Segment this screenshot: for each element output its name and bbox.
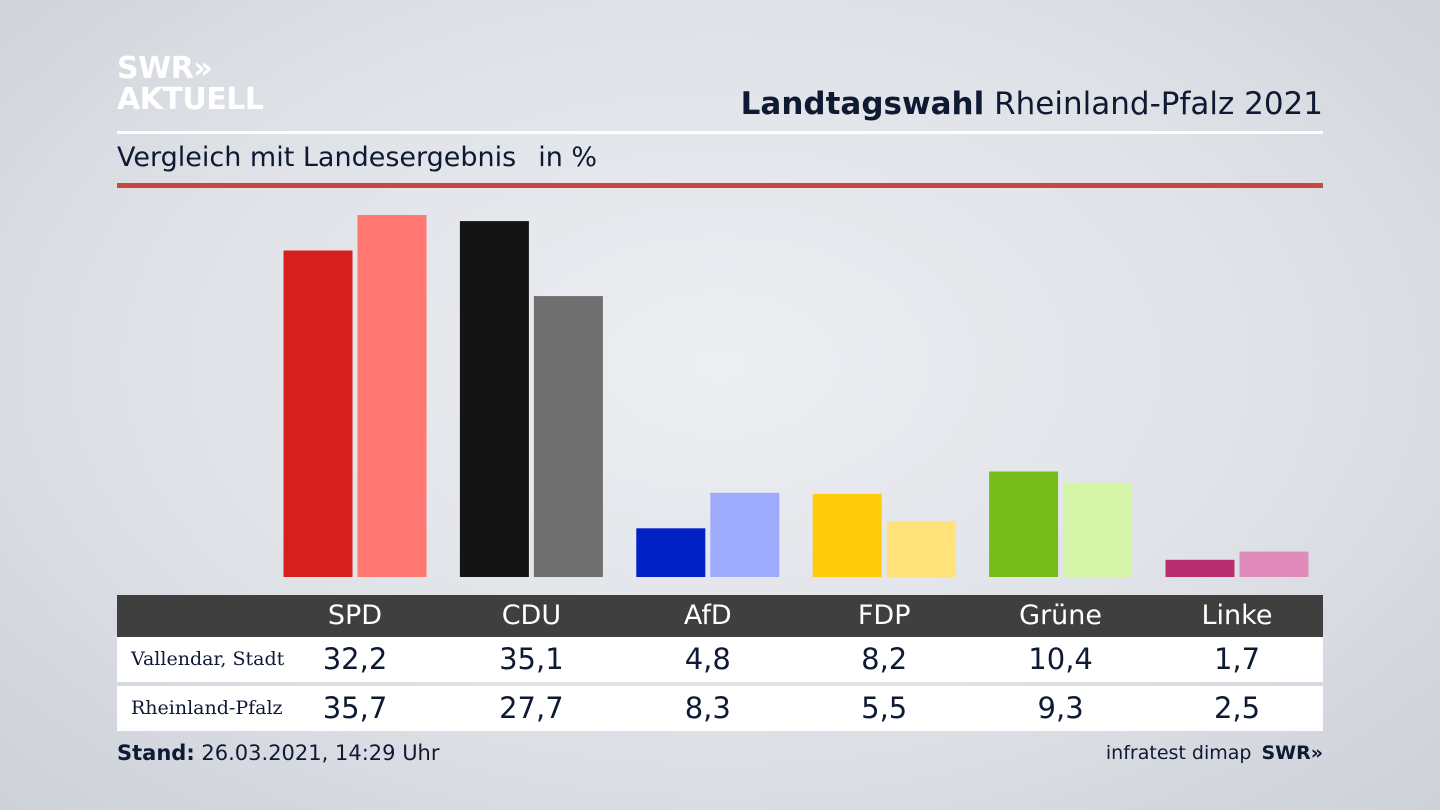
data-label: 9,3 [1037,691,1084,725]
bar-afd-rlp [710,492,780,577]
data-label: 35,7 [322,691,388,725]
bar-afd-vallendar [636,528,706,577]
bar-cdu-rlp [533,296,603,577]
title-rest: Rheinland-Pfalz 2021 [994,86,1323,122]
data-label: 27,7 [499,691,564,725]
data-label: 35,1 [499,642,564,676]
row-label: Rheinland-Pfalz [131,697,283,719]
data-label: 4,8 [684,642,731,676]
category-label: FDP [857,600,911,631]
header-divider [117,131,1323,134]
category-label: Linke [1201,600,1273,631]
source-text: infratest dimap [1105,742,1252,764]
category-label: Grüne [1019,600,1103,631]
table-row: Rheinland-Pfalz 35,7 27,7 8,3 5,5 9,3 2,5 [117,686,1323,731]
bar-fdp-rlp [886,521,956,577]
category-label: AfD [683,600,732,631]
data-label: 2,5 [1213,691,1261,725]
stand-value: 26.03.2021, 14:29 Uhr [201,741,440,765]
stand-label: Stand: [117,741,195,765]
subtitle-text: Vergleich mit Landesergebnis [117,142,517,173]
timestamp: Stand: 26.03.2021, 14:29 Uhr [117,741,440,765]
table-header: SPD CDU AfD FDP Grüne Linke [117,595,1323,637]
logo-line-2: AKTUELL [117,82,264,117]
swr-aktuell-logo: SWR» AKTUELL [117,54,264,116]
source-credits: infratest dimap SWR» [1106,742,1323,764]
category-label: CDU [501,600,562,631]
data-label: 8,3 [684,691,731,725]
title-bold: Landtagswahl [740,86,985,122]
swr-brand: SWR» [1261,742,1323,764]
page-title: Landtagswahl Rheinland-Pfalz 2021 [741,86,1323,122]
bar-spd-vallendar [283,250,353,577]
bar-linke-vallendar [1165,559,1235,577]
bar-gruene-vallendar [989,471,1059,577]
data-label: 10,4 [1028,642,1093,676]
category-label: SPD [327,600,383,631]
bar-linke-rlp [1239,551,1309,577]
table-row: Vallendar, Stadt 32,2 35,1 4,8 8,2 10,4 1,7 [117,637,1323,682]
logo-line-1: SWR» [117,51,213,86]
data-label: 5,5 [861,691,908,725]
bar-fdp-vallendar [812,493,882,577]
bar-gruene-rlp [1063,482,1133,577]
data-label: 8,2 [861,642,908,676]
bar-spd-rlp [357,215,427,577]
row-label: Vallendar, Stadt [131,648,285,670]
subtitle-unit: in % [538,142,598,173]
bar-cdu-vallendar [459,221,529,577]
data-label: 1,7 [1213,642,1261,676]
chart-subtitle: Vergleich mit Landesergebnis in % [117,142,597,173]
subtitle-divider [117,183,1323,188]
data-label: 32,2 [322,642,388,676]
